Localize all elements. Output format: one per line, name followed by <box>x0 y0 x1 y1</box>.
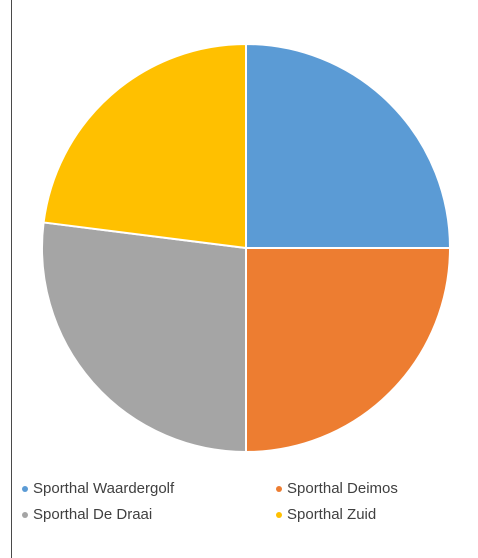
pie-slice-sporthal-zuid <box>42 42 247 250</box>
legend-item-sporthal-de-draai: Sporthal De Draai <box>22 506 276 523</box>
legend-label-sporthal-zuid: Sporthal Zuid <box>287 506 377 523</box>
pie-slice-sporthal-deimos <box>245 247 452 454</box>
pie-slice-sporthal-waardergolf <box>245 42 452 249</box>
pie-chart <box>41 42 452 454</box>
legend-marker-sporthal-zuid <box>276 511 282 518</box>
legend-item-sporthal-waardergolf: Sporthal Waardergolf <box>22 480 276 497</box>
legend-marker-sporthal-deimos <box>276 485 282 492</box>
legend-label-sporthal-waardergolf: Sporthal Waardergolf <box>33 480 175 497</box>
legend-label-sporthal-deimos: Sporthal Deimos <box>287 480 398 497</box>
pie-slice-sporthal-de-draai <box>41 221 247 454</box>
chart-legend: Sporthal Waardergolf Sporthal Deimos Spo… <box>22 480 462 523</box>
legend-label-sporthal-de-draai: Sporthal De Draai <box>33 506 153 523</box>
legend-marker-sporthal-waardergolf <box>22 485 28 492</box>
left-border-line <box>11 0 12 558</box>
pie-svg <box>41 42 452 454</box>
legend-item-sporthal-zuid: Sporthal Zuid <box>276 506 462 523</box>
legend-item-sporthal-deimos: Sporthal Deimos <box>276 480 462 497</box>
legend-marker-sporthal-de-draai <box>22 511 28 518</box>
